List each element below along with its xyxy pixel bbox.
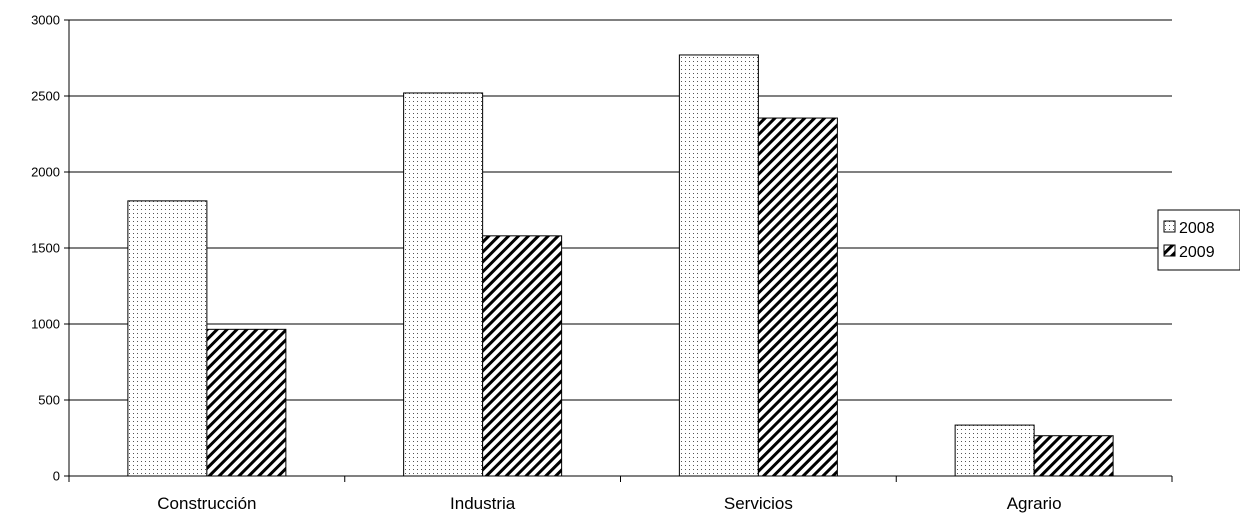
y-axis: 0 500 1000 1500 2000 2500 3000 [31,13,70,484]
legend-label: 2009 [1179,244,1215,261]
legend-swatch [1163,244,1176,257]
bar-2009-construcción [206,328,287,477]
y-tick-label: 2000 [31,165,60,180]
legend-swatch [1163,220,1176,233]
x-category-label: Servicios [724,494,793,513]
legend-box [1157,209,1240,271]
y-tick-label: 0 [53,469,60,484]
y-tick-label: 1500 [31,241,60,256]
x-category-label: Industria [450,494,516,513]
bar-2009-servicios [757,117,838,477]
legend-label: 2008 [1179,220,1215,237]
y-tick-label: 2500 [31,89,60,104]
bar-2008-agrario [954,424,1035,477]
bar-2008-servicios [678,54,759,477]
x-category-label: Agrario [1007,494,1062,513]
x-axis: Construcción Industria Servicios Agrario [68,475,1173,513]
x-category-label: Construcción [157,494,256,513]
y-tick-label: 500 [38,393,60,408]
gridlines [69,19,1172,401]
bar-2008-industria [403,92,484,477]
bar-2009-agrario [1033,435,1114,477]
bars [127,54,1114,477]
y-tick-label: 3000 [31,13,60,28]
bar-2009-industria [482,235,563,477]
y-tick-label: 1000 [31,317,60,332]
legend: 2008 2009 [1157,209,1240,271]
bar-2008-construcción [127,200,208,477]
